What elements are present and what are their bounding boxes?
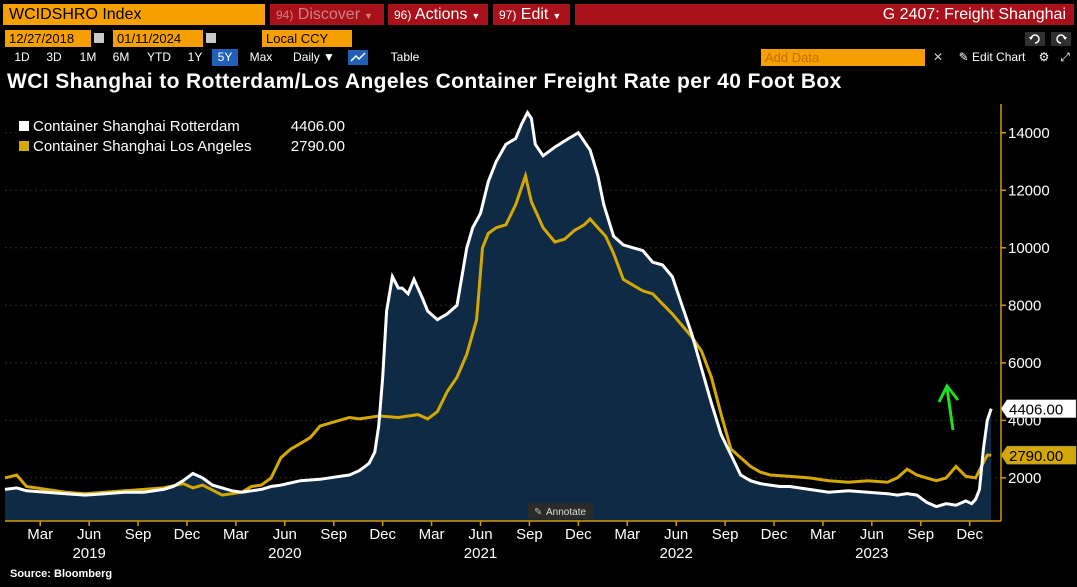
actions-menu-number: 96) — [394, 8, 412, 22]
period-6m-button[interactable]: 6M — [112, 50, 130, 64]
edit-chart-button[interactable]: ✎ Edit Chart — [952, 49, 1032, 66]
x-tick-label: Jun — [468, 526, 492, 543]
currency-label: Local CCY — [266, 31, 329, 46]
period-3d-button[interactable]: 3D — [46, 50, 62, 64]
edit-menu[interactable]: 97) Edit ▼ — [493, 4, 570, 25]
edit-chart-label: Edit Chart — [972, 50, 1026, 64]
x-year-label: 2021 — [464, 545, 497, 562]
y-tick-label: 2000 — [1008, 470, 1041, 487]
x-tick-label: Sep — [712, 526, 739, 543]
date-controls: 12/27/2018 01/11/2024 Local CCY — [0, 30, 1077, 48]
redo-icon — [1051, 32, 1071, 46]
start-date-field[interactable]: 12/27/2018 — [5, 30, 91, 47]
currency-select[interactable]: Local CCY — [262, 30, 352, 47]
y-tick-label: 14000 — [1008, 125, 1050, 142]
x-tick-label: Jun — [664, 526, 688, 543]
end-date-field[interactable]: 01/11/2024 — [113, 30, 203, 47]
x-year-label: 2020 — [268, 545, 301, 562]
period-1d-button[interactable]: 1D — [14, 50, 30, 64]
green-arrow-annotation — [937, 383, 960, 431]
x-tick-label: Dec — [956, 526, 983, 543]
x-tick-label: Jun — [273, 526, 297, 543]
x-tick-label: Dec — [565, 526, 592, 543]
period-5y-button[interactable]: 5Y — [212, 49, 238, 66]
x-tick-label: Sep — [907, 526, 934, 543]
settings-icon[interactable]: ⚙ — [1038, 50, 1050, 64]
x-axis: Mar Jun Sep Dec Mar Jun Sep Dec Mar Jun Sep Dec Mar J… — [5, 520, 1001, 562]
last-value-rotterdam-tag — [1000, 399, 1077, 418]
chart-type-icon[interactable] — [348, 50, 368, 65]
chevron-down-icon: ▼ — [552, 11, 562, 21]
x-tick-label: Dec — [174, 526, 201, 543]
edit-menu-number: 97) — [499, 8, 517, 22]
actions-menu-label: Actions — [414, 6, 468, 23]
table-button[interactable]: Table — [390, 50, 420, 64]
close-icon[interactable]: ✕ — [932, 50, 944, 64]
rotterdam-area-fill — [5, 112, 992, 521]
x-tick-label: Mar — [419, 526, 445, 543]
discover-menu[interactable]: 94) Discover ▼ — [270, 4, 384, 25]
legend-value-rotterdam: 4406.00 — [291, 118, 345, 135]
x-year-label: 2022 — [659, 545, 692, 562]
x-year-label: 2019 — [72, 545, 105, 562]
period-1m-button[interactable]: 1M — [79, 50, 97, 64]
y-tick-label: 8000 — [1008, 297, 1041, 314]
legend-background — [17, 118, 352, 160]
legend-value-los-angeles: 2790.00 — [291, 138, 345, 155]
last-value-labels: 4406.00 2790.00 — [1000, 399, 1077, 465]
undo-redo-icons[interactable] — [1025, 32, 1075, 46]
x-tick-label: Sep — [516, 526, 543, 543]
x-tick-label: Sep — [125, 526, 152, 543]
pencil-icon: ✎ — [958, 50, 969, 64]
chevron-down-icon: ▼ — [471, 11, 481, 21]
last-value-los-angeles-text: 2790.00 — [1009, 448, 1063, 465]
legend-label-los-angeles: Container Shanghai Los Angeles — [33, 138, 252, 155]
legend-swatch-rotterdam — [19, 121, 29, 131]
x-year-label: 2023 — [855, 545, 888, 562]
undo-icon — [1025, 32, 1045, 46]
add-data-input[interactable]: Add Data — [761, 49, 925, 66]
x-tick-label: Mar — [27, 526, 53, 543]
pencil-icon: ✎ — [534, 507, 542, 518]
expand-icon[interactable]: ⤢ — [1060, 50, 1070, 64]
period-ytd-button[interactable]: YTD — [147, 50, 171, 64]
edit-menu-label: Edit — [520, 6, 549, 23]
x-tick-label: Jun — [77, 526, 101, 543]
function-title: G 2407: Freight Shanghai — [575, 4, 1074, 25]
last-value-rotterdam-text: 4406.00 — [1009, 402, 1063, 419]
legend-swatch-los-angeles — [19, 141, 29, 151]
x-tick-label: Sep — [320, 526, 347, 543]
period-1y-button[interactable]: 1Y — [187, 50, 203, 64]
chevron-down-icon: ▼ — [364, 11, 373, 21]
x-tick-label: Mar — [614, 526, 640, 543]
legend-label-rotterdam: Container Shanghai Rotterdam — [33, 118, 240, 135]
calendar-icon[interactable] — [206, 33, 216, 43]
actions-menu[interactable]: 96) Actions ▼ — [388, 4, 488, 25]
x-tick-label: Jun — [860, 526, 884, 543]
y-tick-label: 12000 — [1008, 182, 1050, 199]
rotterdam-line — [4, 109, 993, 509]
y-tick-label: 10000 — [1008, 240, 1050, 257]
chart-title: WCI Shanghai to Rotterdam/Los Angeles Co… — [7, 70, 842, 93]
x-tick-label: Mar — [223, 526, 249, 543]
title-bar: WCIDSHRO Index 94) Discover ▼ 96) Actions… — [0, 0, 1077, 29]
ticker-field[interactable]: WCIDSHRO Index — [3, 4, 265, 25]
discover-menu-label: Discover — [297, 6, 361, 23]
annotate-button[interactable]: ✎ Annotate — [528, 503, 594, 519]
x-tick-label: Mar — [810, 526, 836, 543]
period-max-button[interactable]: Max — [249, 50, 273, 64]
annotate-label: Annotate — [546, 507, 586, 518]
period-selector: 1D 3D 1M 6M YTD 1Y 5Y Max Daily ▼ Table … — [0, 49, 1077, 67]
legend: Container Shanghai Rotterdam 4406.00 Con… — [17, 118, 352, 160]
calendar-icon[interactable] — [94, 33, 104, 43]
discover-menu-number: 94) — [276, 8, 294, 22]
frequency-select[interactable]: Daily ▼ — [293, 50, 335, 64]
x-tick-label: Dec — [761, 526, 788, 543]
x-tick-label: Dec — [369, 526, 396, 543]
last-value-los-angeles-tag — [1000, 445, 1077, 465]
y-tick-label: 6000 — [1008, 355, 1041, 372]
source-label: Source: Bloomberg — [10, 568, 113, 580]
